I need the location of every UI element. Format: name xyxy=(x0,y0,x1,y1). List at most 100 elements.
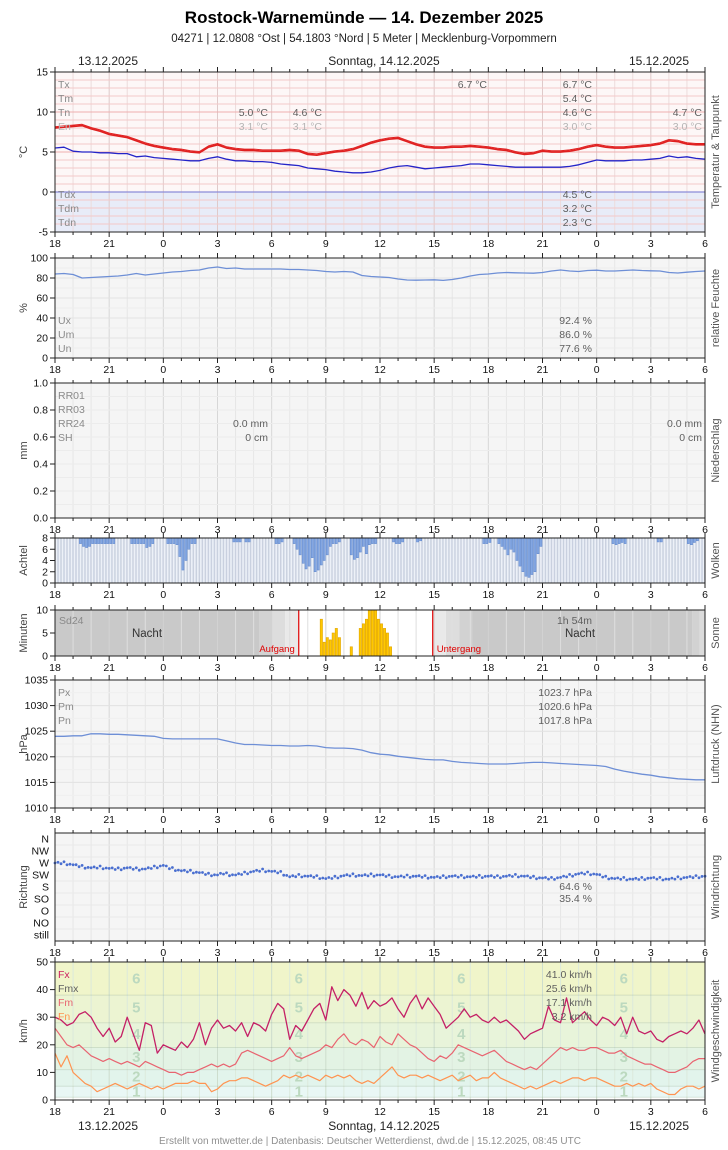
wind-direction-dot xyxy=(255,868,258,872)
cloud-bar xyxy=(331,537,335,584)
cloud-cover-segment xyxy=(316,537,320,571)
panel-title-label: Windgeschwindigkeit xyxy=(710,980,722,1083)
wind-direction-dot xyxy=(483,874,487,878)
panel-bg xyxy=(55,538,705,583)
ytick-label: -5 xyxy=(39,227,48,239)
wind-direction-dot xyxy=(207,871,210,875)
wind-direction-dot xyxy=(568,873,571,876)
xtick-label: 3 xyxy=(648,814,654,826)
wind-direction-dot xyxy=(183,868,186,872)
cloud-bar xyxy=(286,537,290,584)
wind-direction-dot xyxy=(499,876,502,880)
cloud-bar xyxy=(684,537,687,584)
wind-direction-dot xyxy=(685,876,689,879)
cloud-bar xyxy=(443,537,447,584)
wind-direction-dot xyxy=(201,871,204,874)
cloud-cover-segment xyxy=(482,537,486,544)
stat-value: 3.2 km/h xyxy=(552,1011,592,1023)
cloud-bar xyxy=(238,537,242,584)
cloud-cover-segment xyxy=(181,537,185,571)
wind-direction-dot xyxy=(700,875,704,878)
ytick-label: 0.2 xyxy=(33,486,48,498)
wind-direction-dot xyxy=(450,874,454,878)
wind-direction-dot xyxy=(610,876,614,880)
page-title: Rostock-Warnemünde — 14. Dezember 2025 xyxy=(184,8,544,27)
cloud-bar xyxy=(247,537,251,584)
wind-direction-dot xyxy=(390,876,394,879)
cloud-bar xyxy=(199,537,203,584)
beaufort-number: 4 xyxy=(132,1026,141,1043)
ytick-label: 6 xyxy=(42,544,48,556)
cloud-cover-segment xyxy=(151,537,155,544)
cloud-cover-segment xyxy=(659,537,663,543)
cloud-bar xyxy=(419,537,422,584)
panel-title-label: Windrichtung xyxy=(710,855,722,919)
wind-direction-dot xyxy=(580,871,583,875)
xtick-label: 12 xyxy=(374,1106,386,1118)
stat-label: Fm xyxy=(58,997,73,1009)
wind-direction-dot xyxy=(441,874,445,877)
cloud-bar xyxy=(632,537,636,584)
cloud-bar xyxy=(380,537,383,584)
sunshine-bar xyxy=(319,618,323,657)
xtick-label: 6 xyxy=(702,524,708,536)
night-rect xyxy=(285,610,299,656)
sd24-label: Sd24 xyxy=(59,615,84,627)
ytick-label: 1025 xyxy=(25,726,49,738)
night-rect xyxy=(699,610,705,656)
cloud-bar xyxy=(566,537,570,584)
wind-direction-dot xyxy=(324,877,328,880)
wind-direction-dot xyxy=(74,863,78,867)
stat-value: 1023.7 hPa xyxy=(538,687,592,699)
cloud-bar xyxy=(389,537,392,584)
xtick-label: 15 xyxy=(428,1106,440,1118)
xtick-label: 21 xyxy=(103,1106,115,1118)
stat-label: En xyxy=(58,121,71,133)
stat-value: 17.1 km/h xyxy=(546,997,592,1009)
wind-direction-dot xyxy=(432,876,436,879)
cloud-bar xyxy=(211,537,215,584)
xtick-label: 9 xyxy=(323,662,329,674)
xtick-label: 12 xyxy=(374,589,386,601)
cloud-bar xyxy=(55,537,58,584)
sunshine-bar xyxy=(370,609,374,657)
xtick-label: 3 xyxy=(648,1106,654,1118)
xtick-label: 3 xyxy=(215,1106,221,1118)
wind-direction-dot xyxy=(134,866,138,870)
panel-precip: 18 21 0 3 6 9 12 15 18 21 0 3 6 0.0 0.2 0.4 0.6 0.8 1.0 mm N… xyxy=(18,378,722,537)
night-rect xyxy=(259,610,272,656)
xtick-label: 15 xyxy=(428,238,440,250)
wind-direction-dot xyxy=(544,876,547,879)
series-Fm xyxy=(54,1027,705,1076)
xtick-label: 12 xyxy=(374,524,386,536)
ytick-label: 10 xyxy=(36,1067,48,1079)
cloud-bar xyxy=(491,537,495,584)
cloud-cover-segment xyxy=(247,537,251,543)
wind-direction-dot xyxy=(210,874,213,878)
wind-direction-dot xyxy=(330,877,334,880)
cloud-bar xyxy=(569,537,573,584)
cloud-cover-segment xyxy=(488,537,492,543)
wind-direction-dot xyxy=(56,860,60,864)
cloud-bar xyxy=(208,537,212,584)
beaufort-number: 4 xyxy=(295,1026,304,1043)
cloud-cover-segment xyxy=(506,537,510,556)
cloud-cover-segment xyxy=(190,537,194,544)
cloud-cover-segment xyxy=(274,537,278,544)
cloud-cover-segment xyxy=(178,537,182,557)
xtick-label: 3 xyxy=(215,814,221,826)
wind-direction-dot xyxy=(468,875,472,879)
beaufort-number: 5 xyxy=(132,1000,140,1017)
wind-direction-dot xyxy=(294,875,298,879)
sunshine-bar xyxy=(328,639,332,657)
wind-direction-dot xyxy=(655,877,659,881)
cloud-bar xyxy=(244,537,248,584)
cloud-cover-segment xyxy=(193,537,197,544)
beaufort-number: 2 xyxy=(132,1069,140,1086)
date-row-bottom: 13.12.2025 Sonntag, 14.12.2025 15.12.202… xyxy=(0,1119,728,1135)
cloud-bar xyxy=(340,537,344,584)
wind-direction-dot xyxy=(204,873,207,876)
wind-direction-dot xyxy=(240,873,244,876)
cloud-bar xyxy=(172,537,176,584)
